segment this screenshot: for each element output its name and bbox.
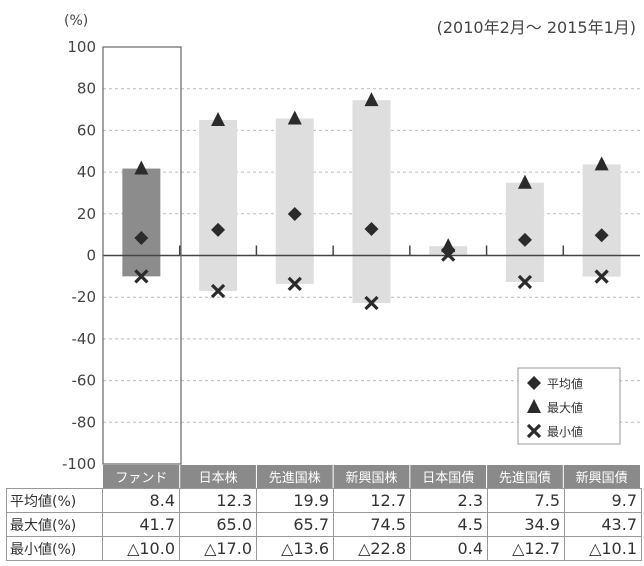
category-label: 先進国債 (499, 471, 551, 486)
legend-marker (527, 399, 541, 413)
stats-cell: 19.9 (256, 488, 334, 513)
category-label: 日本株 (199, 471, 238, 486)
range-bar (122, 168, 161, 277)
stats-row: 最小値(%) △10.0 △17.0 △13.6 △22.8 0.4 △12.7 △10.1 (6, 536, 642, 561)
range-bar (505, 182, 544, 282)
stats-cell: 34.9 (487, 512, 565, 537)
stats-cell: 12.3 (179, 488, 257, 513)
stats-cell: 8.4 (102, 488, 180, 513)
max-marker (134, 160, 149, 175)
avg-marker (211, 222, 226, 237)
stats-cell: 65.0 (179, 512, 257, 537)
avg-marker (441, 243, 456, 258)
y-tick-label: -80 (72, 413, 97, 431)
range-bar (352, 100, 391, 304)
stats-row-label: 平均値(%) (6, 488, 103, 513)
category-label: 日本国債 (422, 471, 474, 486)
period-label: (2010年2月～ 2015年1月) (437, 18, 636, 37)
avg-marker (594, 228, 609, 243)
min-marker (210, 283, 226, 299)
y-tick-label: 80 (77, 80, 96, 98)
stats-table: 平均値(%) 8.4 12.3 19.9 12.7 2.3 7.5 9.7 最大値(%) 41.7… (6, 488, 642, 561)
stats-cell: △17.0 (179, 536, 257, 561)
legend-label: 最小値 (547, 424, 583, 439)
range-chart: 100 80 60 40 20 0 -20 -40 -60 -80 -100 (%) (2010年2月～… (62, 13, 640, 488)
stats-cell: △22.8 (333, 536, 411, 561)
avg-marker (517, 232, 532, 247)
min-marker (287, 276, 302, 291)
max-marker (211, 111, 226, 126)
range-bar (582, 164, 621, 277)
stats-cell: 74.5 (333, 512, 411, 537)
stats-row-label: 最大値(%) (6, 512, 103, 537)
y-tick-label: -60 (72, 372, 97, 390)
y-tick-label: -100 (62, 455, 96, 473)
y-tick-label: 100 (67, 38, 96, 56)
range-bar (275, 118, 314, 284)
y-tick-label: 20 (77, 205, 96, 223)
y-tick-label: 40 (77, 163, 96, 181)
min-marker (364, 295, 379, 311)
legend-marker (527, 376, 541, 390)
stats-cell: 12.7 (333, 488, 411, 513)
y-unit-label: (%) (64, 13, 88, 29)
category-label: 新興国株 (345, 470, 397, 486)
stats-cell: 2.3 (410, 488, 488, 513)
stats-cell: 7.5 (487, 488, 565, 513)
stats-cell: △10.1 (564, 536, 642, 561)
min-marker (517, 274, 533, 290)
stats-row: 最大値(%) 41.7 65.0 65.7 74.5 4.5 34.9 43.7 (6, 512, 642, 537)
legend-label: 最大値 (547, 400, 583, 415)
legend-label: 平均値 (547, 376, 583, 391)
min-marker (594, 269, 609, 284)
stats-cell: △10.0 (102, 536, 180, 561)
max-marker (517, 174, 532, 189)
range-bar (199, 119, 238, 291)
stats-cell: 4.5 (410, 512, 488, 537)
max-marker (364, 92, 379, 107)
legend-marker (526, 423, 542, 439)
y-tick-label: -40 (72, 330, 97, 348)
stats-cell: 0.4 (410, 536, 488, 561)
max-marker (287, 110, 302, 125)
category-label: ファンド (115, 471, 167, 486)
avg-marker (287, 207, 302, 222)
stats-row-label: 最小値(%) (6, 536, 103, 561)
avg-marker (364, 222, 379, 237)
y-tick-label: -20 (72, 288, 97, 306)
stats-row: 平均値(%) 8.4 12.3 19.9 12.7 2.3 7.5 9.7 (6, 488, 642, 513)
stats-cell: △13.6 (256, 536, 334, 561)
stats-cell: 9.7 (564, 488, 642, 513)
y-tick-label: 60 (77, 121, 96, 139)
stats-cell: 65.7 (256, 512, 334, 537)
stats-cell: 41.7 (102, 512, 180, 537)
category-label: 新興国債 (576, 470, 628, 486)
min-marker (441, 247, 456, 262)
max-marker (594, 156, 609, 171)
stats-cell: △12.7 (487, 536, 565, 561)
category-header (103, 465, 640, 488)
category-label: 先進国株 (269, 471, 321, 486)
stats-cell: 43.7 (564, 512, 642, 537)
min-marker (134, 269, 149, 284)
y-tick-label: 0 (86, 247, 96, 265)
fund-highlight-frame (102, 46, 182, 465)
avg-marker (134, 230, 149, 245)
